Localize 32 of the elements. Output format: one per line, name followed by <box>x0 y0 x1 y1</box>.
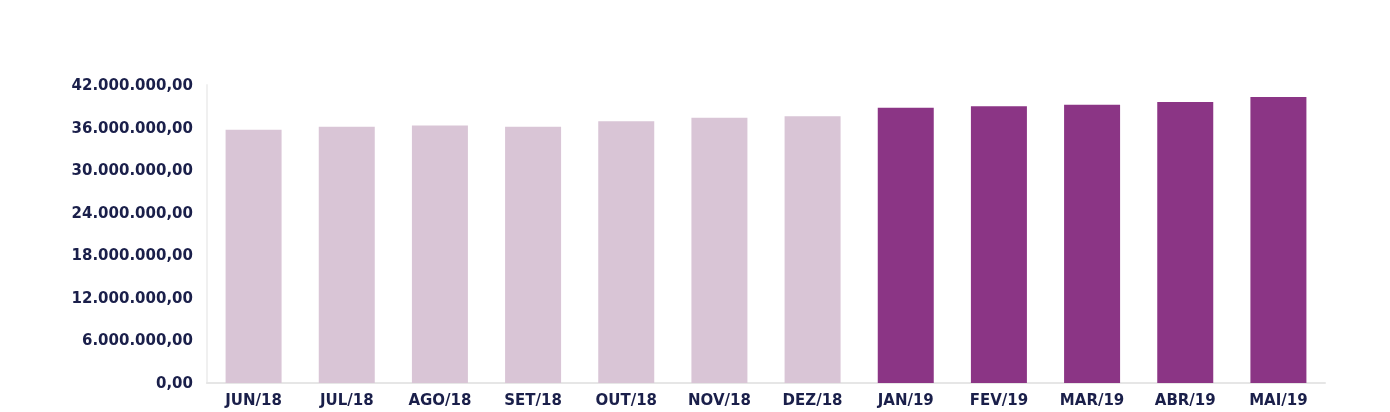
y-tick-label: 42.000.000,00 <box>71 76 193 94</box>
x-tick-label: NOV/18 <box>687 390 751 409</box>
y-tick-label: 36.000.000,00 <box>71 118 193 137</box>
x-tick-label: FEV/19 <box>969 390 1029 409</box>
y-tick-label: 24.000.000,00 <box>71 203 193 222</box>
bar <box>225 129 282 383</box>
bar <box>1064 104 1121 383</box>
bar <box>1157 102 1214 383</box>
x-tick-label: JUN/18 <box>224 390 282 409</box>
x-tick-label: DEZ/18 <box>782 390 843 409</box>
y-tick-label: 12.000.000,00 <box>71 288 193 307</box>
x-tick-label: MAI/19 <box>1249 390 1308 409</box>
bar <box>1250 97 1307 383</box>
bar <box>877 107 934 383</box>
bar <box>970 106 1027 383</box>
x-tick-label: MAR/19 <box>1059 390 1125 409</box>
x-tick-label: SET/18 <box>504 390 562 409</box>
bar <box>411 125 468 383</box>
bar <box>505 126 562 383</box>
bar <box>318 126 375 383</box>
x-tick-label: OUT/18 <box>595 390 658 409</box>
x-tick-label: JUL/18 <box>318 390 374 409</box>
x-tick-label: ABR/19 <box>1154 390 1216 409</box>
bar <box>784 116 841 383</box>
y-tick-label: 6.000.000,00 <box>81 331 193 350</box>
y-tick-label: 30.000.000,00 <box>71 161 193 180</box>
bar <box>691 117 748 383</box>
x-tick-label: AGO/18 <box>408 390 472 409</box>
x-tick-label: JAN/19 <box>876 390 934 409</box>
y-tick-label: 18.000.000,00 <box>71 246 193 265</box>
bar <box>598 121 655 383</box>
y-tick-label: 0,00 <box>155 374 193 392</box>
